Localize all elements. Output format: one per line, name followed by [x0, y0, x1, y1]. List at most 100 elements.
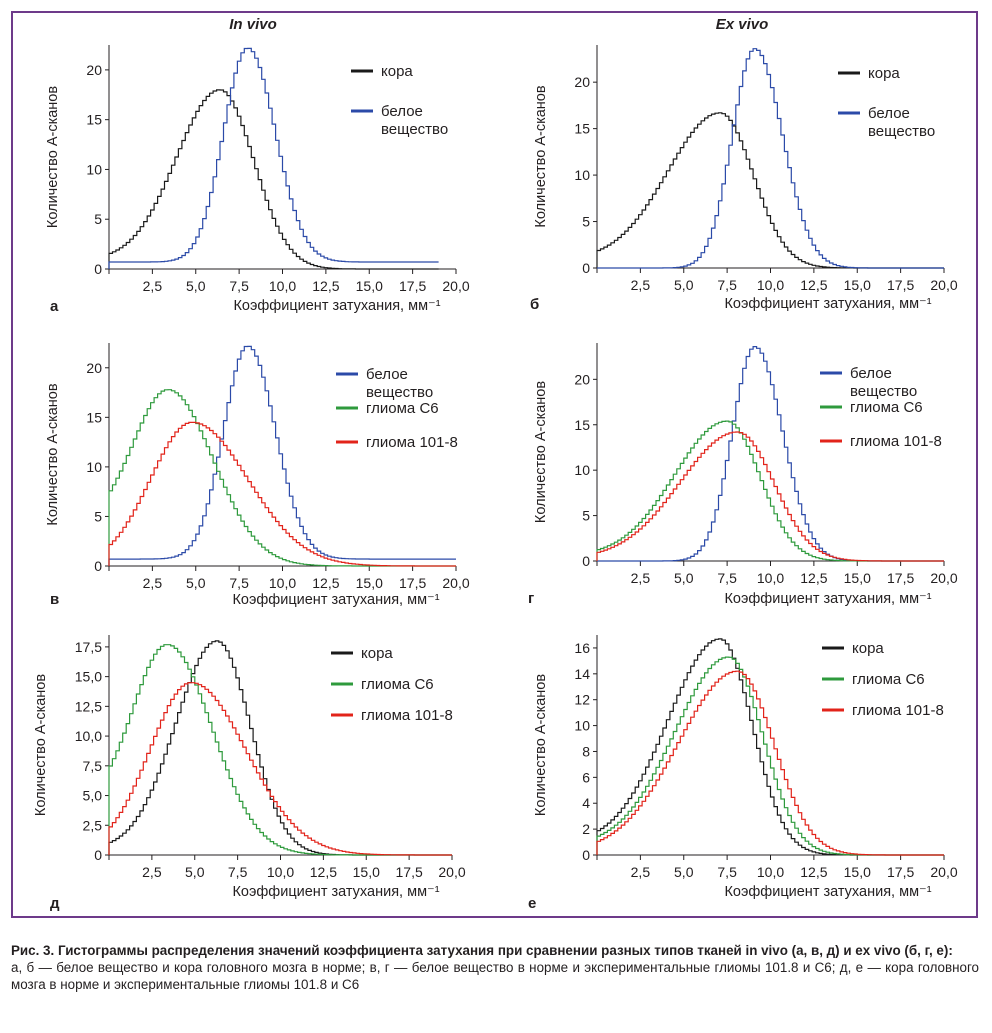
y-tick-label: 20: [86, 62, 102, 78]
x-tick-label: 10,0: [267, 864, 294, 880]
y-axis-label: Количество А-сканов: [533, 381, 549, 523]
legend-label: белое вещество: [868, 105, 935, 140]
series-line-1: [596, 656, 944, 856]
caption-text: а, б — белое вещество и кора головного м…: [11, 960, 979, 992]
x-tick-label: 2,5: [142, 864, 162, 880]
legend-label-line: глиома С6: [366, 400, 439, 417]
column-title-ex-vivo: Ex vivo: [715, 16, 769, 33]
x-tick-label: 20,0: [442, 575, 469, 591]
x-tick-label: 12,5: [310, 864, 337, 880]
legend-label-line: глиома С6: [850, 399, 923, 416]
chart-panel-д: 0 2,5 5,0 7,5 10,0 12,5 15,0 17,5 2,5 5,0 7,5 10,0 1…: [33, 635, 466, 912]
y-tick-label: 0: [94, 558, 102, 574]
series-line-1: [597, 48, 944, 269]
y-tick-label: 10: [574, 462, 590, 478]
legend-label-line: вещество: [850, 383, 917, 400]
legend-label: кора: [852, 640, 884, 657]
chart-panel-е: 0 2 4 6 8 10 12 14 16 2,5 5,0 7,5 10,0 12,5 15,0 17,5 20…: [528, 635, 958, 912]
x-tick-label: 7,5: [717, 864, 737, 880]
y-axis-label: Количество А-сканов: [45, 383, 61, 525]
y-tick-label: 15: [86, 112, 102, 128]
legend-label: кора: [381, 63, 413, 80]
x-tick-label: 12,5: [312, 278, 339, 294]
panel-letter: в: [50, 591, 59, 608]
y-axis-label: Количество А-сканов: [533, 85, 549, 227]
x-axis-label: Коэффициент затухания, мм⁻¹: [232, 884, 439, 900]
legend-label-line: белое: [850, 365, 892, 382]
legend-label-line: белое: [868, 105, 910, 122]
x-tick-label: 17,5: [399, 278, 426, 294]
legend-label-line: глиома 101-8: [852, 702, 944, 719]
y-tick-label: 10: [574, 167, 590, 183]
series-line-1: [108, 47, 439, 269]
series-line-2: [108, 421, 456, 567]
y-tick-label: 20: [86, 360, 102, 376]
x-tick-label: 5,0: [185, 864, 205, 880]
panel-letter: а: [50, 298, 59, 315]
x-tick-label: 7,5: [717, 277, 737, 293]
legend-label-line: белое: [366, 366, 408, 383]
x-tick-label: 15,0: [356, 278, 383, 294]
legend-label: глиома С6: [366, 400, 439, 417]
series-line-1: [108, 389, 456, 567]
y-tick-label: 12: [574, 692, 590, 708]
x-tick-label: 12,5: [312, 575, 339, 591]
legend-label-line: вещество: [366, 384, 433, 401]
legend-label: белое вещество: [366, 366, 433, 401]
series-line-1: [108, 644, 452, 856]
x-tick-label: 20,0: [930, 277, 957, 293]
x-axis-label: Коэффициент затухания, мм⁻¹: [232, 592, 439, 608]
panel-letter: г: [528, 590, 534, 607]
legend-label: глиома С6: [852, 671, 925, 688]
x-tick-label: 2,5: [631, 864, 651, 880]
x-tick-label: 7,5: [229, 278, 249, 294]
x-tick-label: 17,5: [399, 575, 426, 591]
y-tick-label: 8: [582, 743, 590, 759]
panel-letter: б: [530, 296, 539, 313]
panel-letter: д: [50, 895, 60, 912]
x-tick-label: 2,5: [631, 277, 651, 293]
y-tick-label: 0: [582, 260, 590, 276]
series-line-2: [108, 682, 452, 856]
y-tick-label: 15,0: [75, 669, 102, 685]
y-tick-label: 5: [94, 508, 102, 524]
x-tick-label: 7,5: [717, 570, 737, 586]
chart-panel-в: 0 5 10 15 20 2,5 5,0 7,5 10,0 12,5 15,0 17,5 20,0Коэ…: [45, 343, 470, 608]
series-line-1: [596, 420, 944, 562]
y-tick-label: 14: [574, 666, 590, 682]
legend-label-line: кора: [361, 645, 393, 662]
series-line-0: [108, 345, 456, 566]
y-tick-label: 15: [574, 417, 590, 433]
series-line-2: [596, 431, 944, 562]
x-axis-label: Коэффициент затухания, мм⁻¹: [724, 591, 931, 607]
y-tick-label: 10: [86, 459, 102, 475]
legend-label: глиома 101-8: [850, 433, 942, 450]
series-line-0: [108, 640, 452, 856]
x-tick-label: 15,0: [353, 864, 380, 880]
y-tick-label: 10,0: [75, 728, 102, 744]
legend-label: кора: [361, 645, 393, 662]
figure-caption: Рис. 3. Гистограммы распределения значен…: [11, 942, 979, 993]
y-tick-label: 5: [582, 508, 590, 524]
chart-panel-а: 0 5 10 15 20 2,5 5,0 7,5 10,0 12,5 15,0 17,5 20,0Коэ…: [45, 45, 470, 315]
x-axis-label: Коэффициент затухания, мм⁻¹: [724, 884, 931, 900]
x-tick-label: 20,0: [438, 864, 465, 880]
x-tick-label: 7,5: [229, 575, 249, 591]
x-tick-label: 10,0: [269, 278, 296, 294]
column-title-in-vivo: In vivo: [229, 16, 277, 33]
legend-label-line: вещество: [868, 123, 935, 140]
x-tick-label: 12,5: [800, 570, 827, 586]
x-tick-label: 17,5: [887, 864, 914, 880]
y-tick-label: 2: [582, 821, 590, 837]
legend-label-line: глиома С6: [852, 671, 925, 688]
x-tick-label: 15,0: [844, 864, 871, 880]
y-tick-label: 0: [582, 847, 590, 863]
x-tick-label: 5,0: [674, 277, 694, 293]
x-tick-label: 5,0: [674, 864, 694, 880]
x-axis-label: Коэффициент затухания, мм⁻¹: [724, 296, 931, 312]
y-tick-label: 0: [94, 847, 102, 863]
legend-label: глиома С6: [850, 399, 923, 416]
x-tick-label: 15,0: [844, 277, 871, 293]
y-tick-label: 10: [574, 718, 590, 734]
